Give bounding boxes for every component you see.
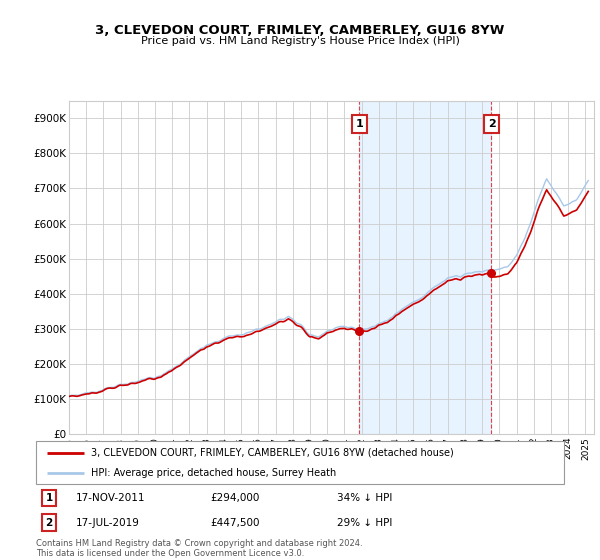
Text: 2: 2 xyxy=(46,517,53,528)
Text: £294,000: £294,000 xyxy=(210,493,260,503)
Text: 17-NOV-2011: 17-NOV-2011 xyxy=(76,493,145,503)
Text: 1: 1 xyxy=(356,119,364,129)
Bar xyxy=(359,101,491,434)
Text: 34% ↓ HPI: 34% ↓ HPI xyxy=(337,493,392,503)
Text: Price paid vs. HM Land Registry's House Price Index (HPI): Price paid vs. HM Land Registry's House … xyxy=(140,36,460,46)
Text: Contains HM Land Registry data © Crown copyright and database right 2024.
This d: Contains HM Land Registry data © Crown c… xyxy=(36,539,362,558)
Text: 17-JUL-2019: 17-JUL-2019 xyxy=(76,517,139,528)
Text: 1: 1 xyxy=(46,493,53,503)
FancyBboxPatch shape xyxy=(36,441,564,484)
Text: 2: 2 xyxy=(488,119,496,129)
Text: HPI: Average price, detached house, Surrey Heath: HPI: Average price, detached house, Surr… xyxy=(91,468,337,478)
Text: 3, CLEVEDON COURT, FRIMLEY, CAMBERLEY, GU16 8YW: 3, CLEVEDON COURT, FRIMLEY, CAMBERLEY, G… xyxy=(95,24,505,36)
Text: 29% ↓ HPI: 29% ↓ HPI xyxy=(337,517,392,528)
Text: £447,500: £447,500 xyxy=(210,517,260,528)
Text: 3, CLEVEDON COURT, FRIMLEY, CAMBERLEY, GU16 8YW (detached house): 3, CLEVEDON COURT, FRIMLEY, CAMBERLEY, G… xyxy=(91,447,454,458)
